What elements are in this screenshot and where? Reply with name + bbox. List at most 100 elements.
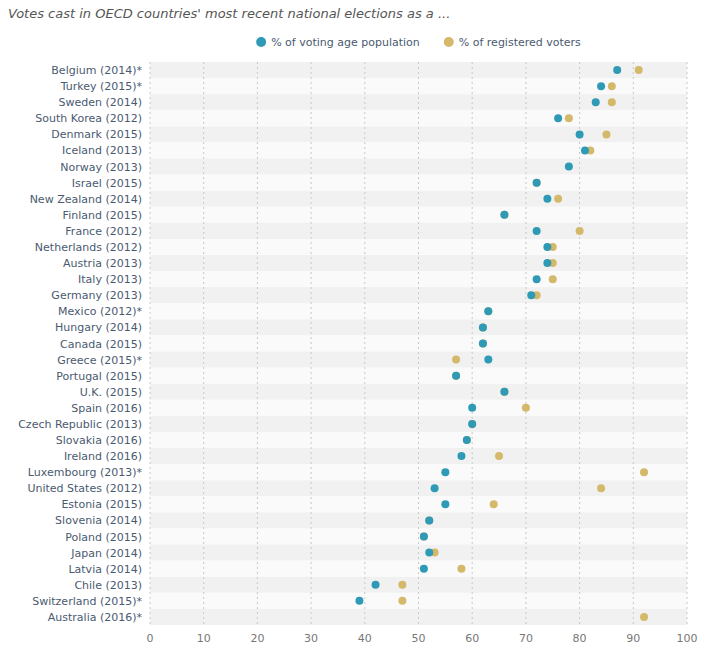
category-label: Sweden (2014) xyxy=(58,96,142,109)
grid-line xyxy=(633,62,634,625)
legend-label: % of registered voters xyxy=(459,36,581,49)
dot xyxy=(533,179,541,187)
dot xyxy=(484,307,492,315)
category-label: Switzerland (2015)* xyxy=(32,595,142,608)
row-band xyxy=(150,303,687,319)
dot xyxy=(597,484,605,492)
category-label: Turkey (2015)* xyxy=(60,80,143,93)
row-band xyxy=(150,368,687,384)
legend-symbol xyxy=(256,37,266,47)
dot xyxy=(533,179,541,187)
dot xyxy=(500,211,508,219)
dot xyxy=(533,275,541,283)
category-label: New Zealand (2014) xyxy=(30,193,142,206)
grid-line xyxy=(418,62,419,625)
x-tick-label: 80 xyxy=(573,632,587,645)
dot xyxy=(425,516,433,524)
dot xyxy=(425,549,433,557)
x-tick-label: 100 xyxy=(677,632,698,645)
category-label: Greece (2015)* xyxy=(57,354,142,367)
row-band xyxy=(150,223,687,239)
legend-item: % of voting age population xyxy=(256,36,420,49)
dot xyxy=(522,404,530,412)
dot xyxy=(425,516,433,524)
grid-line xyxy=(311,62,312,625)
category-label: Luxembourg (2013)* xyxy=(28,466,143,479)
row-band xyxy=(150,62,687,78)
dot xyxy=(420,533,428,541)
category-label: Finland (2015) xyxy=(63,209,142,222)
dot xyxy=(457,452,465,460)
dot xyxy=(554,195,562,203)
category-label: Ireland (2016) xyxy=(64,450,142,463)
grid xyxy=(150,62,687,625)
dot xyxy=(479,323,487,331)
dot xyxy=(597,82,605,90)
row-band xyxy=(150,142,687,158)
grid-line xyxy=(472,62,473,625)
dot xyxy=(543,243,551,251)
category-label: Slovakia (2016) xyxy=(56,434,142,447)
x-tick-label: 60 xyxy=(465,632,479,645)
grid-line xyxy=(150,62,151,625)
category-label: Spain (2016) xyxy=(71,402,142,415)
dot xyxy=(490,500,498,508)
grid-line xyxy=(203,62,204,625)
dot xyxy=(479,323,487,331)
category-label: Netherlands (2012) xyxy=(35,241,142,254)
row-band xyxy=(150,432,687,448)
grid-line xyxy=(364,62,365,625)
dot xyxy=(602,130,610,138)
category-label: Israel (2015) xyxy=(72,177,142,190)
dot xyxy=(592,98,600,106)
dot xyxy=(468,404,476,412)
category-label: U.K. (2015) xyxy=(80,386,142,399)
dot xyxy=(468,420,476,428)
dot xyxy=(355,597,363,605)
category-label: Estonia (2015) xyxy=(61,498,142,511)
category-label: Japan (2014) xyxy=(70,547,142,560)
dot xyxy=(640,468,648,476)
category-label: Portugal (2015) xyxy=(56,370,142,383)
dot xyxy=(543,195,551,203)
category-label: Italy (2013) xyxy=(78,273,142,286)
series xyxy=(355,66,621,605)
dot xyxy=(484,356,492,364)
dot xyxy=(372,581,380,589)
row-band xyxy=(150,577,687,593)
category-label: Canada (2015) xyxy=(60,338,142,351)
grid-line xyxy=(579,62,580,625)
dot xyxy=(431,484,439,492)
dot xyxy=(500,388,508,396)
x-tick-label: 50 xyxy=(412,632,426,645)
row-bands xyxy=(150,62,687,625)
legend: % of voting age population % of registere… xyxy=(256,36,581,49)
dot xyxy=(549,275,557,283)
title: Votes cast in OECD countries' most recen… xyxy=(8,6,450,21)
category-label: Australia (2016)* xyxy=(48,611,143,624)
row-band xyxy=(150,512,687,528)
x-tick-label: 40 xyxy=(358,632,372,645)
dot xyxy=(533,227,541,235)
dot xyxy=(565,163,573,171)
dot xyxy=(554,114,562,122)
dot xyxy=(457,565,465,573)
dot xyxy=(441,468,449,476)
dot xyxy=(576,227,584,235)
row-band xyxy=(150,593,687,609)
x-tick-label: 70 xyxy=(519,632,533,645)
legend-symbol xyxy=(444,37,454,47)
row-band xyxy=(150,448,687,464)
dot xyxy=(484,307,492,315)
dot xyxy=(565,114,573,122)
dot xyxy=(463,436,471,444)
dot xyxy=(398,581,406,589)
dot xyxy=(608,82,616,90)
dot xyxy=(452,372,460,380)
marks xyxy=(355,66,648,621)
dot xyxy=(452,356,460,364)
category-label: South Korea (2012) xyxy=(35,112,142,125)
dot xyxy=(468,420,476,428)
category-label: Mexico (2012)* xyxy=(58,305,142,318)
category-label: Iceland (2013) xyxy=(62,144,142,157)
